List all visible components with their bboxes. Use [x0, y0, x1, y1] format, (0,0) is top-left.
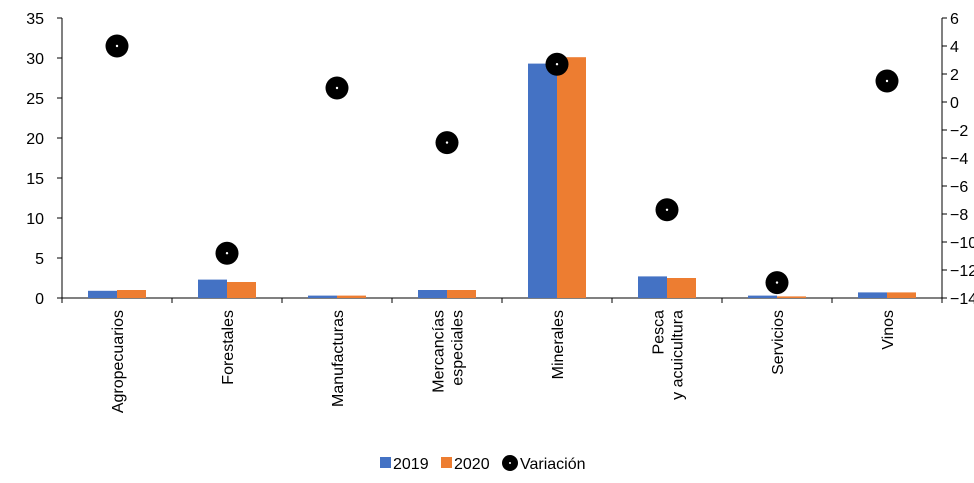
category-label-line: Minerales: [550, 310, 567, 379]
left-tick-label: 5: [35, 251, 44, 268]
bar-2019: [418, 290, 447, 298]
legend: 2019 2020 Variación: [380, 455, 586, 473]
right-tick-label: −2: [950, 123, 968, 140]
category-label: Minerales: [550, 310, 567, 379]
category-label: Manufacturas: [330, 310, 347, 407]
right-tick-label: 0: [950, 95, 959, 112]
category-label: Servicios: [770, 310, 787, 375]
right-tick-label: −8: [950, 207, 968, 224]
point-variacion: [105, 34, 129, 58]
left-tick-label: 30: [26, 51, 44, 68]
category-label: Agropecuarios: [110, 310, 127, 413]
category-label-line: Manufacturas: [330, 310, 347, 407]
category-label-line: Agropecuarios: [110, 310, 127, 413]
bar-2020: [117, 290, 146, 298]
right-tick-label: −14: [950, 291, 974, 308]
variacion-points: [105, 34, 899, 295]
legend-swatch: [380, 457, 391, 468]
category-label-line: Mercancías: [431, 310, 448, 393]
left-tick-label: 0: [35, 291, 44, 308]
bar-2019: [88, 290, 117, 298]
left-tick-label: 15: [26, 171, 44, 188]
category-label: Mercancías especiales: [431, 310, 467, 393]
category-label-line: Pesca: [651, 310, 668, 355]
legend-marker-center: [509, 462, 511, 464]
right-tick-label: −4: [950, 151, 968, 168]
left-tick-label: 35: [26, 11, 44, 28]
left-tick-label: 10: [26, 211, 44, 228]
bar-2019: [198, 279, 227, 298]
right-tick-label: −6: [950, 179, 968, 196]
right-tick-label: −10: [950, 235, 974, 252]
legend-label: 2019: [393, 456, 429, 473]
legend-label: 2020: [454, 456, 490, 473]
category-label-line: Vinos: [880, 310, 897, 350]
category-label-line: especiales: [450, 310, 467, 386]
legend-item: 2019: [380, 456, 429, 473]
point-center: [225, 252, 229, 255]
category-label: Forestales: [220, 310, 237, 385]
right-tick-label: 4: [950, 39, 959, 56]
category-label-line: Servicios: [770, 310, 787, 375]
left-tick-label: 25: [26, 91, 44, 108]
bar-2019: [528, 63, 557, 298]
category-label-line: Forestales: [220, 310, 237, 385]
category-label: Pesca y acuicultura: [651, 310, 687, 400]
point-center: [555, 62, 559, 66]
bar-2019: [308, 295, 337, 298]
legend-item: 2020: [441, 456, 490, 473]
point-variacion: [765, 271, 789, 295]
point-variacion: [875, 69, 899, 93]
bar-2020: [887, 292, 916, 298]
bar-2020: [777, 296, 806, 298]
right-tick-label: −12: [950, 263, 974, 280]
category-labels: Agropecuarios Forestales Manufacturas Merca…: [110, 310, 897, 413]
point-center: [665, 208, 669, 211]
right-tick-label: 2: [950, 67, 959, 84]
right-tick-label: 6: [950, 11, 959, 28]
bar-2020: [337, 295, 366, 298]
point-variacion: [325, 76, 349, 100]
point-variacion: [545, 52, 569, 76]
point-variacion: [655, 198, 679, 222]
bar-2020: [667, 278, 696, 298]
bar-2020: [447, 290, 476, 298]
bar-2020: [557, 57, 586, 299]
bar-2019: [638, 276, 667, 298]
bar-2020: [227, 282, 256, 298]
category-label: Vinos: [880, 310, 897, 350]
point-center: [335, 86, 339, 90]
axes: 0 5 10 15 20 25 30 35 −14 −12 −10 −8 −6 −4 −2 0 2 4 6: [26, 11, 974, 308]
point-center: [115, 44, 119, 48]
bars: [88, 57, 916, 299]
legend-item: Variación: [502, 455, 586, 473]
bar-2019: [748, 295, 777, 298]
legend-swatch: [441, 457, 452, 468]
point-center: [775, 281, 779, 284]
left-tick-label: 20: [26, 131, 44, 148]
point-center: [885, 79, 889, 83]
point-variacion: [435, 131, 459, 155]
bar-2019: [858, 292, 887, 298]
point-center: [445, 141, 449, 144]
category-label-line: y acuicultura: [670, 310, 687, 400]
point-variacion: [215, 241, 239, 265]
legend-label: Variación: [520, 456, 586, 473]
